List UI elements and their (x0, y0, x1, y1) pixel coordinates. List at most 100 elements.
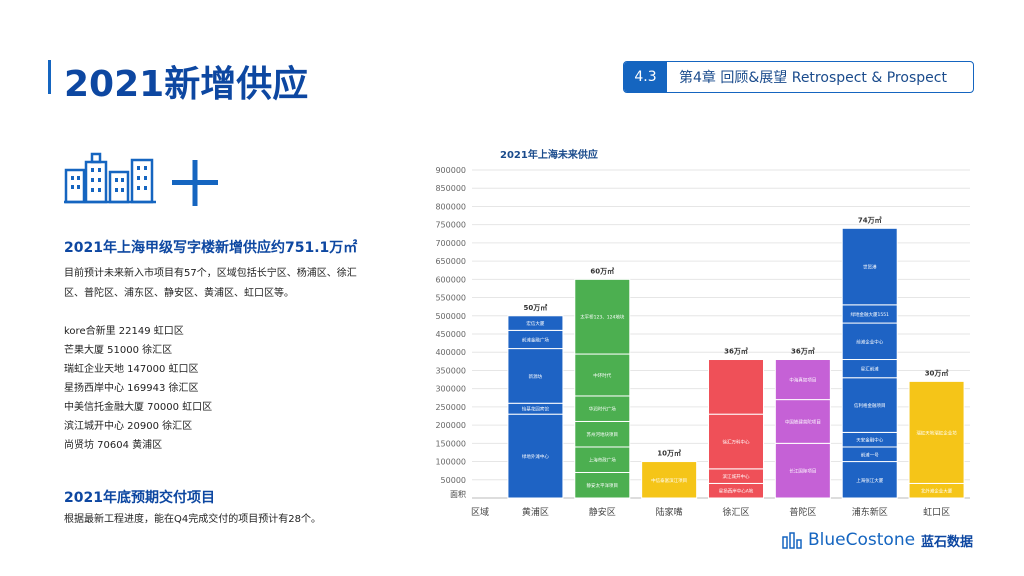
logo-text-cn: 蓝石数据 (921, 534, 974, 550)
x-tick-label: 浦东新区 (852, 506, 888, 518)
supply-description-line1: 目前预计未来新入市项目有57个，区域包括长宁区、杨浦区、徐汇 (64, 268, 357, 279)
y-tick-label: 600000 (435, 275, 466, 284)
logo-text-en: BlueCostone (808, 530, 916, 550)
y-tick-label: 400000 (435, 348, 466, 357)
y-tick-label: 500000 (435, 312, 466, 321)
bar-total-label: 36万㎡ (724, 347, 748, 356)
segment-label: 中国铁建普陀项目 (785, 418, 821, 425)
logo-bars-icon (782, 532, 802, 549)
bar-total-label: 30万㎡ (925, 368, 949, 377)
x-tick-label: 徐汇区 (722, 506, 749, 518)
title-accent-bar (48, 60, 51, 94)
segment-label: 信利格金融项目 (854, 402, 886, 409)
project-list-item: 瑞虹企业天地 147000 虹口区 (64, 364, 199, 375)
brand-logo: BlueCostone 蓝石数据 (782, 530, 973, 550)
segment-label: 宏信大厦 (526, 320, 544, 327)
project-list-item: 芒果大厦 51000 徐汇区 (64, 345, 173, 356)
building-icon (64, 152, 156, 204)
segment-label: 中信泰富滨江项目 (651, 477, 687, 484)
bar-segment (507, 348, 564, 404)
bar-total-label: 74万㎡ (858, 215, 882, 224)
y-tick-label: 150000 (435, 439, 466, 448)
y-axis-label: 面积 (450, 489, 466, 499)
y-tick-label: 750000 (435, 221, 466, 230)
bar-segment (841, 461, 898, 499)
segment-label: 长江国际项目 (789, 468, 816, 475)
segment-label: 绿地外滩中心 (522, 453, 549, 460)
bar-segment (708, 359, 764, 415)
chapter-number: 4.3 (624, 62, 667, 92)
segment-label: 北外滩企业大厦 (921, 488, 953, 495)
supply-description-line2: 区、普陀区、浦东区、静安区、黄浦区、虹口区等。 (64, 288, 294, 299)
bar-segment (507, 315, 564, 331)
segment-label: 前滩金融广场 (522, 336, 549, 343)
delivery-description: 根据最新工程进度，能在Q4完成交付的项目预计有28个。 (64, 514, 321, 525)
y-tick-label: 850000 (435, 184, 466, 193)
bar-segment (908, 380, 965, 484)
bar-total-label: 50万㎡ (524, 303, 548, 312)
bar-segment (841, 227, 898, 306)
y-tick-label: 300000 (435, 385, 466, 394)
bar-segment (774, 359, 831, 401)
bar-total-label: 36万㎡ (791, 347, 815, 356)
chapter-badge: 4.3 第4章 回顾&展望 Retrospect & Prospect (623, 61, 974, 93)
supply-section-title: 2021年上海甲级写字楼新增供应约751.1万㎡ (64, 240, 358, 256)
x-tick-label: 静安区 (589, 506, 616, 518)
segment-label: 星扬西岸中心A地 (719, 488, 754, 495)
page-title: 2021新增供应 (64, 64, 309, 105)
segment-label: 华润时代广场 (589, 406, 616, 413)
segment-label: 前滩一号 (861, 451, 879, 458)
bar-segment (574, 278, 631, 355)
segment-label: 天安金融中心 (856, 437, 883, 444)
bar-segment (574, 420, 631, 448)
delivery-section-title: 2021年底预期交付项目 (64, 490, 215, 506)
project-list-item: 星扬西岸中心 169943 徐汇区 (64, 383, 199, 394)
project-list-item: 中美信托金融大厦 70000 虹口区 (64, 402, 213, 413)
plus-icon (172, 160, 218, 206)
segment-label: 苏州河地块项目 (587, 431, 619, 438)
y-tick-label: 550000 (435, 294, 466, 303)
bar-total-label: 10万㎡ (657, 449, 681, 458)
segment-label: 中海真如项目 (789, 377, 816, 384)
y-tick-label: 50000 (441, 476, 466, 485)
y-tick-label: 250000 (435, 403, 466, 412)
segment-label: 新源坊 (529, 373, 543, 380)
bar-total-label: 60万㎡ (590, 266, 614, 275)
x-axis-label: 区域 (471, 506, 489, 518)
segment-label: 静安太平洋项目 (587, 482, 619, 489)
segment-label: 上海张江大厦 (856, 477, 883, 484)
segment-label: 中环时代 (593, 372, 611, 379)
y-tick-label: 900000 (435, 166, 466, 175)
y-tick-label: 100000 (435, 458, 466, 467)
chart-title: 2021年上海未来供应 (500, 148, 598, 161)
project-list-item: kore合新里 22149 虹口区 (64, 326, 184, 337)
segment-label: 绿地金融大厦1551 (850, 311, 889, 318)
segment-label: 滨江城开中心 (723, 473, 750, 480)
y-tick-label: 800000 (435, 202, 466, 211)
y-tick-label: 700000 (435, 239, 466, 248)
bar-segment (574, 471, 631, 499)
chapter-label: 第4章 回顾&展望 Retrospect & Prospect (679, 70, 947, 86)
bar-segment (774, 442, 831, 499)
segment-label: 前滩企业中心 (856, 338, 883, 345)
y-tick-label: 650000 (435, 257, 466, 266)
y-tick-label: 350000 (435, 366, 466, 375)
segment-label: 世贸港 (863, 264, 877, 271)
x-tick-label: 虹口区 (923, 507, 950, 518)
segment-label: 星汇前滩 (861, 366, 879, 373)
segment-label: 徐汇万科中心 (723, 439, 750, 446)
segment-label: 怡基花园宾馆 (522, 406, 549, 413)
y-tick-label: 200000 (435, 421, 466, 430)
y-tick-label: 450000 (435, 330, 466, 339)
x-tick-label: 黄浦区 (522, 506, 549, 518)
project-list-item: 滨江城开中心 20900 徐汇区 (64, 421, 193, 432)
bar-segment (507, 413, 564, 499)
segment-label: 上海市政广场 (589, 457, 616, 464)
bar-segment (574, 353, 631, 397)
x-tick-label: 陆家嘴 (656, 506, 683, 518)
project-list-item: 尚贤坊 70604 黄浦区 (64, 440, 163, 451)
x-tick-label: 普陀区 (789, 506, 816, 518)
segment-label: 太平桥123、124地块 (580, 314, 625, 321)
supply-chart: 2021年上海未来供应 50000 100000 150000 200000 250000… (435, 148, 970, 518)
bar-segment (641, 461, 698, 499)
